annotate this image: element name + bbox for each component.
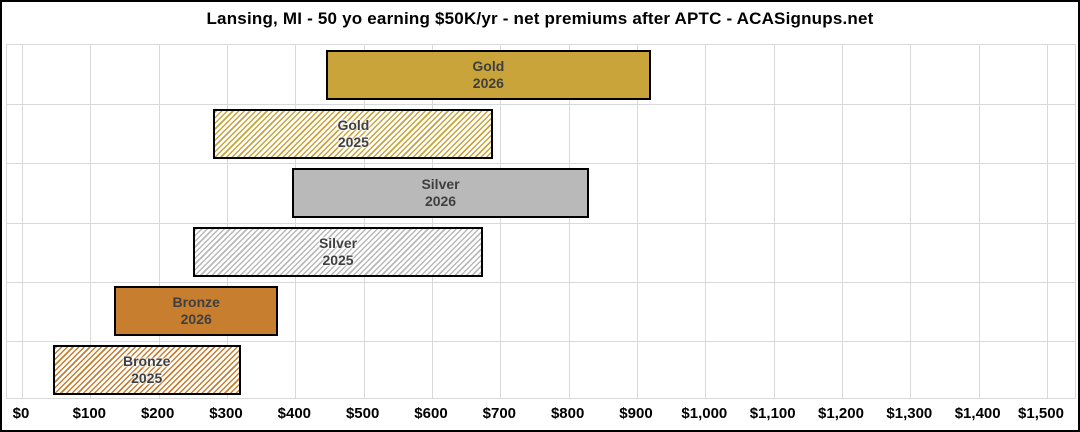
gridline-row-1 (7, 104, 1075, 105)
gridline-x-600 (431, 45, 433, 398)
plot-area: Gold 2026 Gold 2025 Silver 2026 Silver 2025 Bron… (6, 44, 1076, 399)
range-bar-silver-2026: Silver 2026 (291, 167, 590, 218)
bar-label-metal: Silver (421, 175, 460, 192)
x-tick-label-1100: $1,100 (749, 405, 796, 422)
bar-label-year: 2025 (131, 370, 163, 387)
gridline-x-1200 (841, 45, 843, 398)
range-bar-bronze-2025: Bronze 2025 (52, 345, 241, 396)
range-bar-bronze-2026: Bronze 2026 (114, 286, 279, 337)
chart-title: Lansing, MI - 50 yo earning $50K/yr - ne… (206, 9, 874, 28)
bar-label-metal: Bronze (172, 294, 220, 311)
gridline-x-800 (568, 45, 570, 398)
bar-label-metal: Bronze (122, 353, 171, 370)
bar-label-metal: Silver (318, 235, 358, 252)
gridline-x-500 (363, 45, 365, 398)
gridline-x-1400 (978, 45, 980, 398)
x-tick-label-1500: $1,500 (1018, 405, 1064, 422)
x-axis: $0 $100 $200 $300 $400 $500 $600 $700 $800 $900 $1… (6, 401, 1076, 429)
bar-label-year: 2026 (472, 74, 504, 91)
x-tick-label-600: $600 (414, 405, 448, 422)
x-tick-label-700: $700 (482, 405, 517, 422)
gridline-x-1000 (705, 45, 707, 398)
x-tick-label-800: $800 (550, 405, 585, 422)
x-tick-label-1000: $1,000 (681, 405, 728, 422)
range-bar-silver-2025: Silver 2025 (192, 227, 484, 278)
x-tick-label-100: $100 (72, 405, 107, 422)
bar-label-year: 2026 (424, 192, 457, 209)
gridline-x-1500 (1046, 45, 1048, 398)
x-tick-label-1300: $1,300 (886, 405, 933, 422)
gridline-x-200 (158, 45, 160, 398)
x-tick-label-1400: $1,400 (954, 405, 1001, 422)
bar-label-metal: Gold (337, 116, 370, 133)
x-tick-label-900: $900 (619, 405, 653, 422)
gridline-row-4 (7, 282, 1075, 283)
bar-label-year: 2025 (322, 252, 354, 269)
x-tick-label-300: $300 (209, 405, 243, 422)
range-bar-gold-2026: Gold 2026 (326, 49, 651, 100)
gridline-row-5 (7, 341, 1075, 342)
x-tick-label-200: $200 (140, 405, 175, 422)
gridline-row-2 (7, 163, 1075, 164)
gridline-x-1100 (773, 45, 775, 398)
gridline-x-300 (226, 45, 228, 398)
gridline-x-700 (500, 45, 502, 398)
x-tick-label-0: $0 (12, 405, 30, 422)
bar-label-metal: Gold (472, 57, 505, 74)
gridline-x-0 (22, 45, 23, 398)
x-tick-label-400: $400 (277, 405, 312, 422)
gridline-x-900 (636, 45, 638, 398)
gridline-x-1300 (910, 45, 912, 398)
range-bar-gold-2025: Gold 2025 (213, 108, 494, 159)
bar-label-year: 2025 (337, 133, 369, 150)
gridline-x-100 (90, 45, 92, 398)
x-tick-label-500: $500 (345, 405, 380, 422)
gridline-x-400 (295, 45, 297, 398)
gridline-row-3 (7, 223, 1075, 224)
x-tick-label-1200: $1,200 (818, 405, 864, 422)
bar-label-year: 2026 (180, 311, 212, 328)
